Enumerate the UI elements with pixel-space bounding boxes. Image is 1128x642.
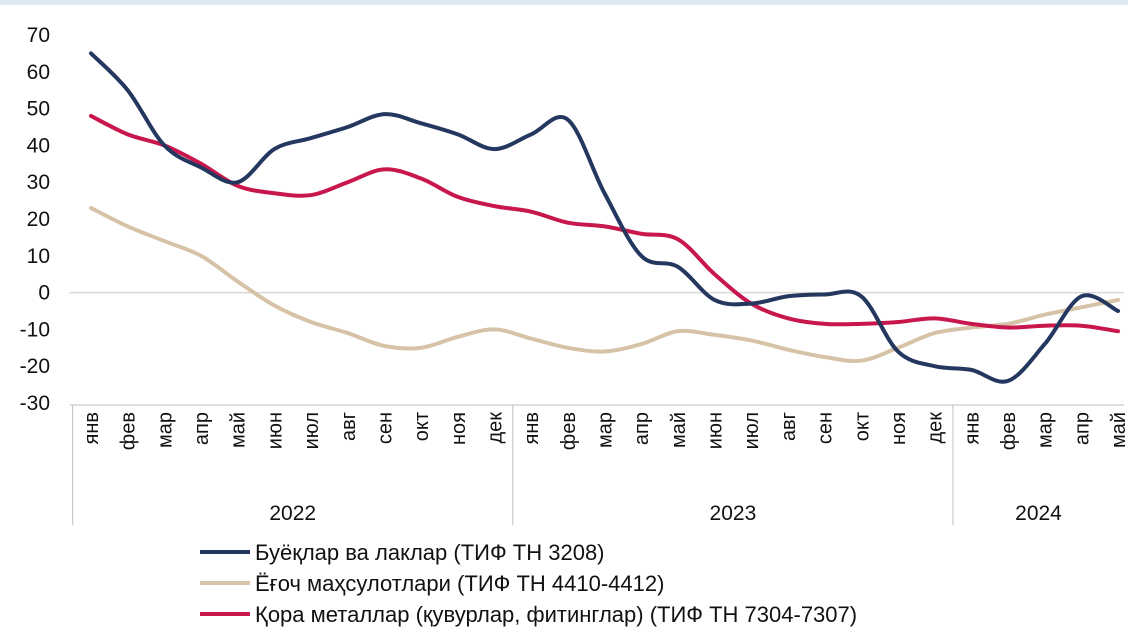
x-group-label: 2024 xyxy=(1015,502,1062,525)
x-tick-label: фев xyxy=(558,412,580,450)
x-group-label: 2023 xyxy=(710,502,757,525)
x-tick-label: янв xyxy=(81,412,103,445)
x-group-label: 2022 xyxy=(269,502,316,525)
x-tick-label: янв xyxy=(961,412,983,445)
x-tick-label: окт xyxy=(411,412,433,441)
top-band xyxy=(0,0,1128,5)
y-tick-label: -20 xyxy=(20,355,50,378)
y-tick-label: 40 xyxy=(27,134,50,157)
y-tick-label: -30 xyxy=(20,392,50,415)
legend-label: Қора металлар (қувурлар, фитинглар) (ТИФ… xyxy=(255,602,857,627)
y-tick-label: 50 xyxy=(27,98,50,121)
x-tick-label: авг xyxy=(778,412,800,441)
series-line xyxy=(89,51,1121,384)
legend-label: Буёқлар ва лаклар (ТИФ ТН 3208) xyxy=(255,540,605,565)
y-tick-label: 60 xyxy=(27,61,50,84)
x-tick-label: янв xyxy=(521,412,543,445)
x-tick-label: апр xyxy=(631,412,653,445)
x-tick-label: мар xyxy=(595,412,617,448)
y-tick-label: 10 xyxy=(27,245,50,268)
x-tick-label: мар xyxy=(154,412,176,448)
x-tick-label: апр xyxy=(1071,412,1093,445)
x-tick-label: апр xyxy=(191,412,213,445)
x-tick-label: июл xyxy=(741,412,763,449)
series-line xyxy=(89,113,1121,334)
y-tick-label: 20 xyxy=(27,208,50,231)
y-tick-label: 0 xyxy=(38,282,50,305)
x-tick-label: дек xyxy=(925,412,947,444)
x-tick-label: окт xyxy=(851,412,873,441)
x-tick-label: июл xyxy=(301,412,323,449)
x-tick-label: фев xyxy=(998,412,1020,450)
y-tick-label: 30 xyxy=(27,171,50,194)
x-tick-label: июн xyxy=(705,412,727,449)
x-tick-label: ноя xyxy=(888,412,910,445)
x-tick-label: фев xyxy=(118,412,140,450)
x-tick-label: ноя xyxy=(448,412,470,445)
y-tick-label: -10 xyxy=(20,318,50,341)
x-tick-label: мар xyxy=(1035,412,1057,448)
x-tick-label: июн xyxy=(264,412,286,449)
x-tick-label: сен xyxy=(374,412,396,444)
legend-label: Ёғоч маҳсулотлари (ТИФ ТН 4410-4412) xyxy=(255,571,664,596)
series-line xyxy=(89,205,1121,364)
y-tick-label: 70 xyxy=(27,24,50,47)
x-tick-label: май xyxy=(1108,412,1128,448)
x-tick-label: май xyxy=(228,412,250,448)
x-tick-label: сен xyxy=(815,412,837,444)
x-tick-label: дек xyxy=(484,412,506,444)
x-tick-label: авг xyxy=(338,412,360,441)
x-tick-label: май xyxy=(668,412,690,448)
